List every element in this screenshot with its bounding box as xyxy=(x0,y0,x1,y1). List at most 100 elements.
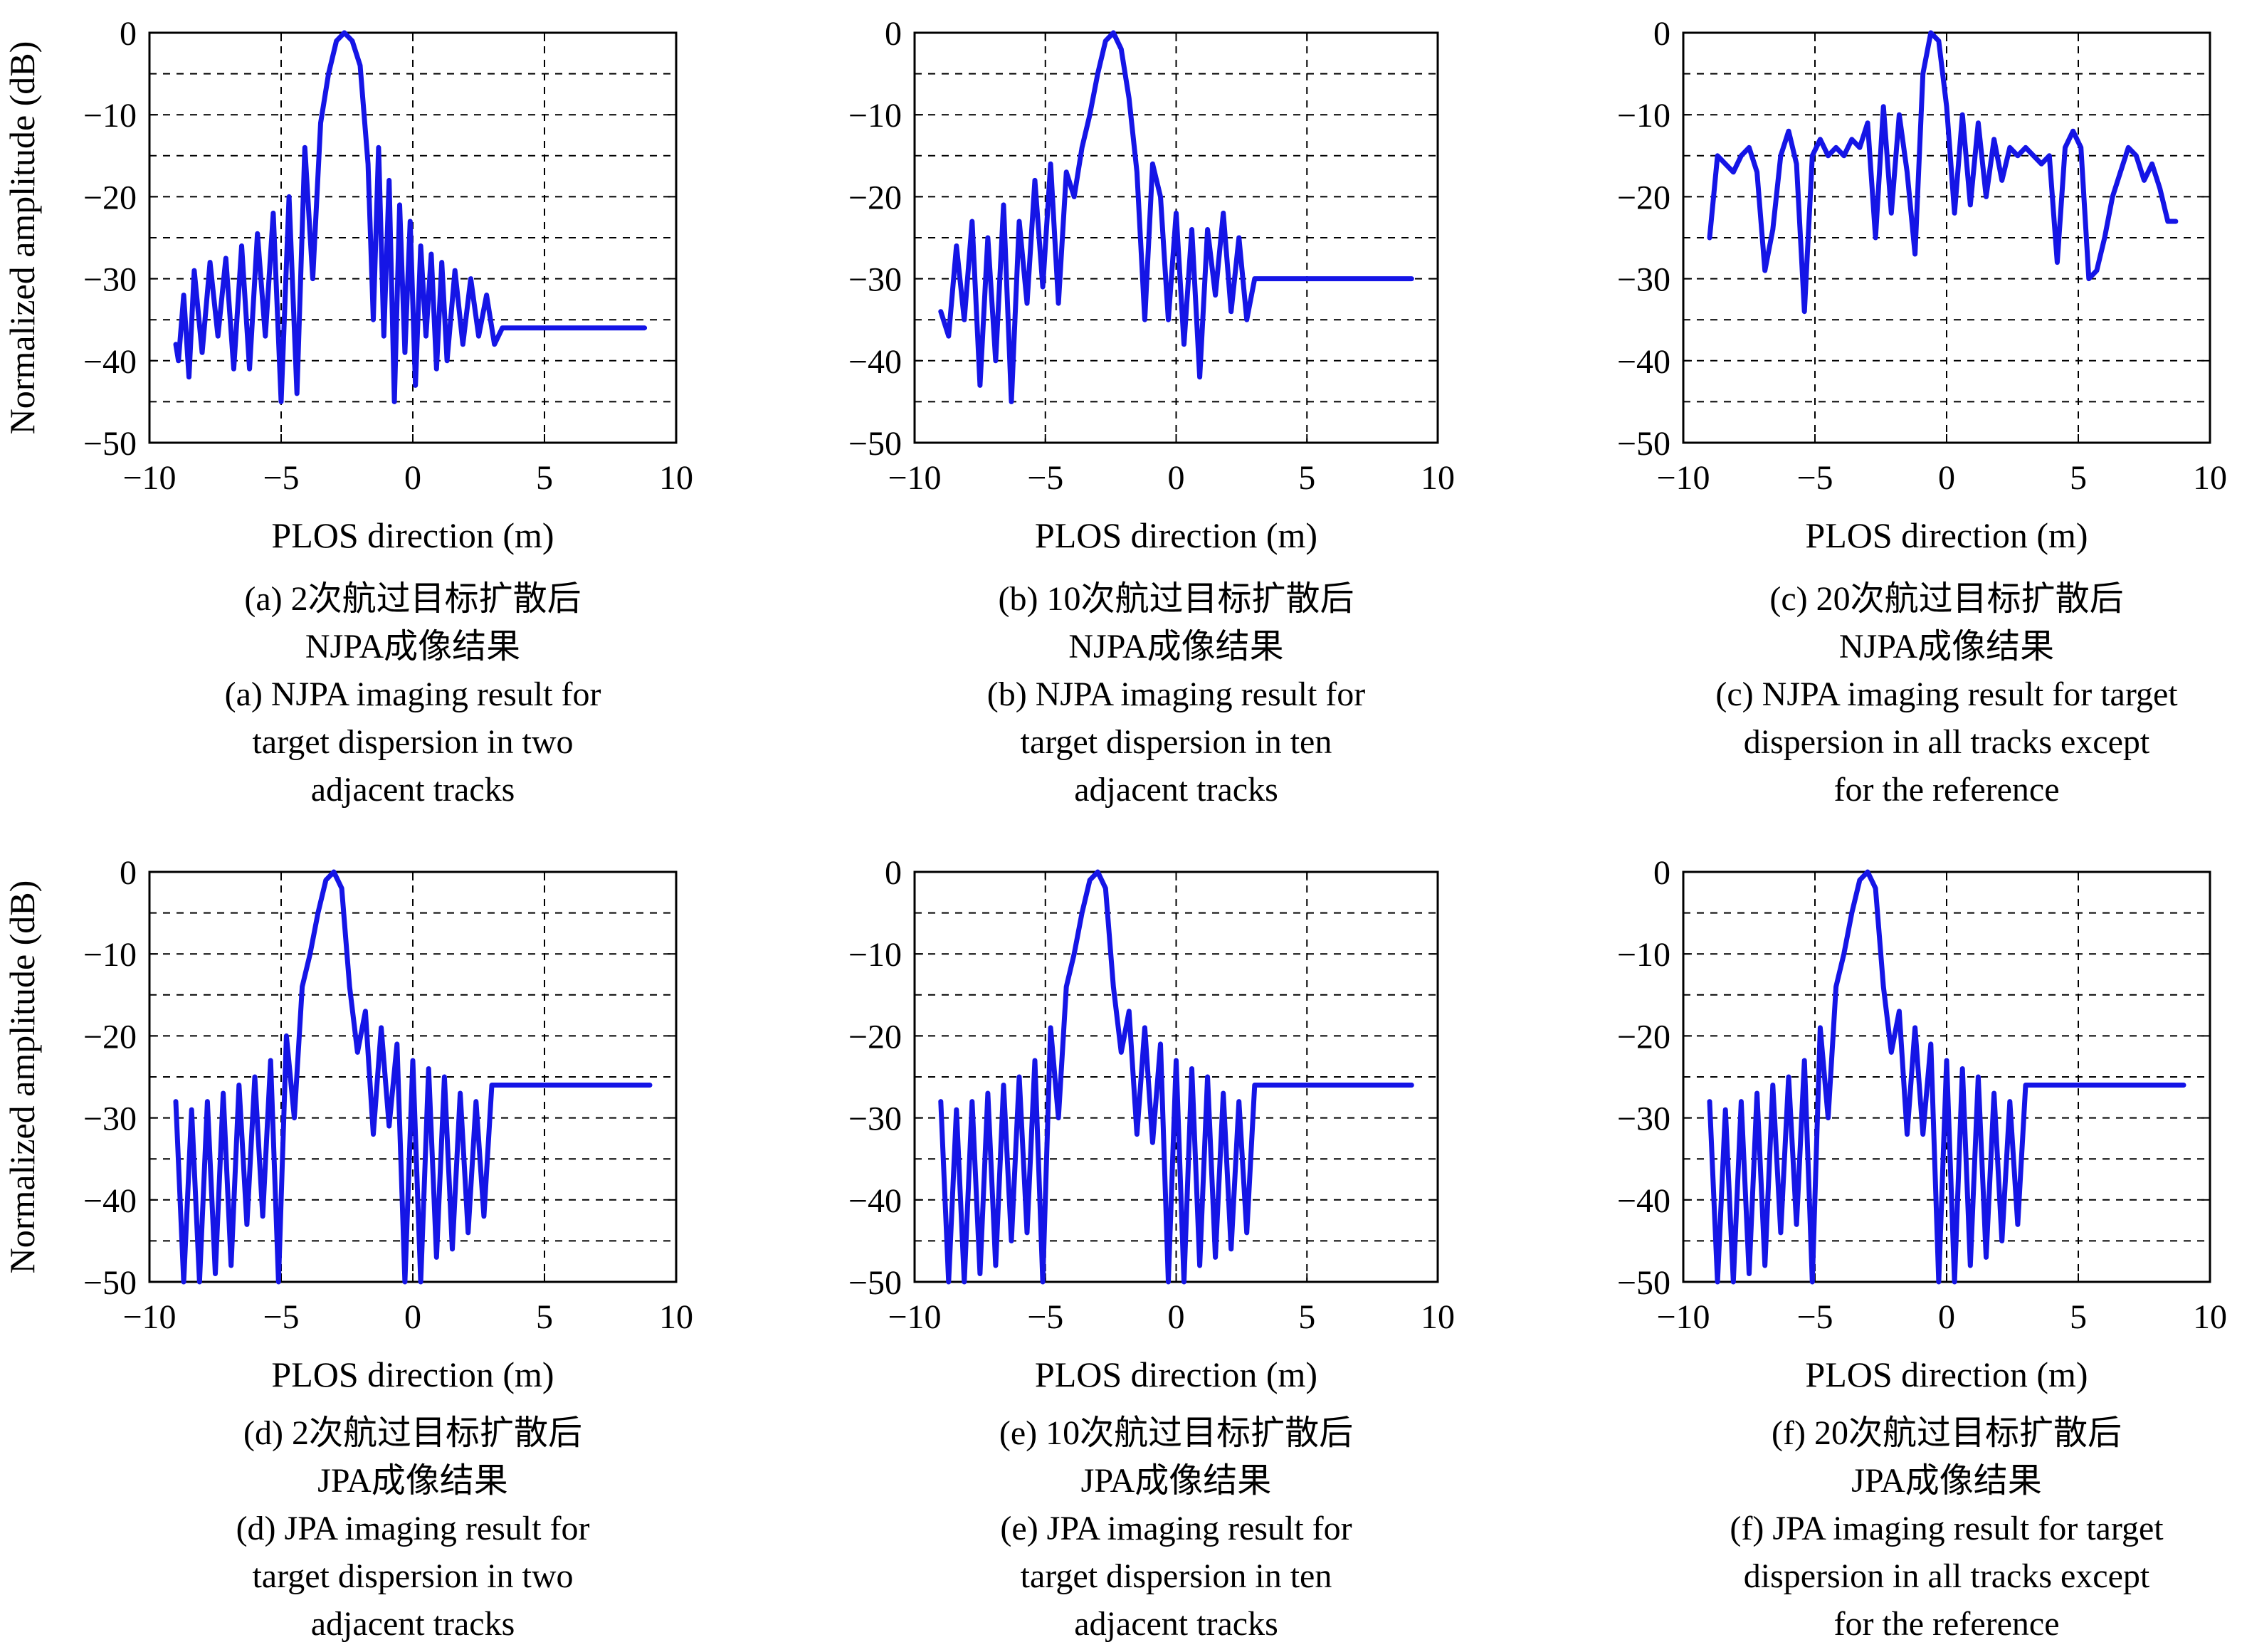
x-tick-label: 0 xyxy=(1168,1298,1185,1336)
y-tick-label: −50 xyxy=(83,425,137,463)
panel-caption-d: (d) 2次航过目标扩散后 JPA成像结果 (d) JPA imaging resu… xyxy=(93,1409,733,1648)
y-tick-label: −30 xyxy=(83,1100,137,1138)
caption-line: (a) 2次航过目标扩散后 xyxy=(244,580,581,618)
caption-line: NJPA成像结果 xyxy=(1068,628,1284,665)
x-tick-label: 5 xyxy=(2070,1298,2087,1336)
x-tick-label: 10 xyxy=(2193,1298,2227,1336)
x-tick-label: −10 xyxy=(888,1298,941,1336)
x-tick-label: 10 xyxy=(2193,459,2227,497)
panel-caption-e: (e) 10次航过目标扩散后 JPA成像结果 (e) JPA imaging res… xyxy=(856,1409,1497,1648)
y-tick-label: −20 xyxy=(83,179,137,216)
caption-line: dispersion in all tracks except xyxy=(1743,1557,2150,1595)
x-tick-label: −10 xyxy=(888,459,941,497)
panel-caption-a: (a) 2次航过目标扩散后 NJPA成像结果 (a) NJPA imaging re… xyxy=(93,575,733,814)
caption-line: (d) 2次航过目标扩散后 xyxy=(243,1414,582,1452)
y-tick-label: −10 xyxy=(848,97,902,135)
y-tick-label: −10 xyxy=(1617,97,1670,135)
caption-line: (c) 20次航过目标扩散后 xyxy=(1769,580,2124,618)
x-tick-label: 5 xyxy=(2070,459,2087,497)
x-axis-label: PLOS direction (m) xyxy=(1035,1354,1317,1394)
panel-caption-c: (c) 20次航过目标扩散后 NJPA成像结果 (c) NJPA imaging r… xyxy=(1626,575,2242,814)
x-tick-label: 0 xyxy=(1168,459,1185,497)
y-tick-label: 0 xyxy=(1653,854,1670,892)
x-tick-label: −5 xyxy=(263,1298,299,1336)
caption-line: target dispersion in two xyxy=(252,1557,574,1595)
y-tick-label: 0 xyxy=(1653,15,1670,53)
y-tick-label: −50 xyxy=(1617,1264,1670,1302)
y-tick-label: −40 xyxy=(1617,343,1670,381)
y-tick-label: −50 xyxy=(83,1264,137,1302)
x-tick-label: 5 xyxy=(1298,1298,1315,1336)
y-tick-label: −30 xyxy=(1617,1100,1670,1138)
x-tick-label: −5 xyxy=(1796,459,1833,497)
caption-line: (d) JPA imaging result for xyxy=(236,1510,590,1547)
caption-line: (f) JPA imaging result for target xyxy=(1730,1510,2164,1547)
caption-line: dispersion in all tracks except xyxy=(1743,723,2150,761)
x-tick-label: −10 xyxy=(122,459,176,497)
x-tick-label: 5 xyxy=(536,1298,553,1336)
caption-line: target dispersion in two xyxy=(252,723,574,761)
caption-line: NJPA成像结果 xyxy=(1838,628,2055,665)
series-line xyxy=(938,869,1414,1285)
x-tick-label: −5 xyxy=(1027,459,1063,497)
x-tick-label: −5 xyxy=(263,459,299,497)
caption-line: for the reference xyxy=(1833,1605,2060,1643)
y-tick-label: −20 xyxy=(848,179,902,216)
x-axis-label: PLOS direction (m) xyxy=(1805,515,2088,555)
panel-caption-b: (b) 10次航过目标扩散后 NJPA成像结果 (b) NJPA imaging r… xyxy=(856,575,1497,814)
y-tick-label: −20 xyxy=(848,1018,902,1056)
y-tick-label: −30 xyxy=(1617,261,1670,299)
y-tick-label: −40 xyxy=(848,343,902,381)
y-tick-label: −50 xyxy=(1617,425,1670,463)
y-tick-label: −50 xyxy=(848,1264,902,1302)
caption-line: adjacent tracks xyxy=(1074,771,1278,809)
caption-line: adjacent tracks xyxy=(310,1605,515,1643)
x-tick-label: −5 xyxy=(1796,1298,1833,1336)
series-line xyxy=(1707,30,2179,315)
caption-line: for the reference xyxy=(1833,771,2060,809)
series-line xyxy=(938,30,1414,404)
x-tick-label: −10 xyxy=(122,1298,176,1336)
x-tick-label: 5 xyxy=(536,459,553,497)
y-tick-label: 0 xyxy=(120,15,137,53)
caption-line: (e) 10次航过目标扩散后 xyxy=(999,1414,1354,1452)
x-tick-label: −10 xyxy=(1656,459,1710,497)
y-tick-label: −20 xyxy=(1617,1018,1670,1056)
y-tick-label: −10 xyxy=(1617,936,1670,974)
x-tick-label: −5 xyxy=(1027,1298,1063,1336)
y-axis-label: Normalized amplitude (dB) xyxy=(2,41,42,435)
y-tick-label: 0 xyxy=(885,854,902,892)
caption-line: NJPA成像结果 xyxy=(305,628,521,665)
y-tick-label: −40 xyxy=(83,343,137,381)
x-axis-label: PLOS direction (m) xyxy=(271,515,554,555)
caption-line: target dispersion in ten xyxy=(1020,723,1332,761)
y-tick-label: −20 xyxy=(1617,179,1670,216)
x-tick-label: 10 xyxy=(1421,459,1455,497)
x-tick-label: 0 xyxy=(404,1298,421,1336)
x-axis-label: PLOS direction (m) xyxy=(271,1354,554,1394)
caption-line: JPA成像结果 xyxy=(317,1462,508,1500)
caption-line: JPA成像结果 xyxy=(1851,1462,2042,1500)
y-tick-label: −20 xyxy=(83,1018,137,1056)
y-tick-label: −10 xyxy=(83,97,137,135)
y-tick-label: 0 xyxy=(885,15,902,53)
caption-line: adjacent tracks xyxy=(310,771,515,809)
panel-caption-f: (f) 20次航过目标扩散后 JPA成像结果 (f) JPA imaging res… xyxy=(1626,1409,2242,1648)
y-tick-label: −40 xyxy=(83,1182,137,1220)
x-tick-label: 0 xyxy=(1938,1298,1955,1336)
caption-line: (c) NJPA imaging result for target xyxy=(1715,675,2178,713)
x-tick-label: 10 xyxy=(1421,1298,1455,1336)
y-tick-label: −30 xyxy=(83,261,137,299)
y-axis-label: Normalized amplitude (dB) xyxy=(2,880,42,1274)
caption-line: (f) 20次航过目标扩散后 xyxy=(1772,1414,2122,1452)
caption-line: JPA成像结果 xyxy=(1080,1462,1272,1500)
x-axis-label: PLOS direction (m) xyxy=(1035,515,1317,555)
x-axis-label: PLOS direction (m) xyxy=(1805,1354,2088,1394)
caption-line: (b) 10次航过目标扩散后 xyxy=(998,580,1354,618)
series-line xyxy=(1707,869,2186,1285)
caption-line: (b) NJPA imaging result for xyxy=(986,675,1366,713)
x-tick-label: 0 xyxy=(404,459,421,497)
